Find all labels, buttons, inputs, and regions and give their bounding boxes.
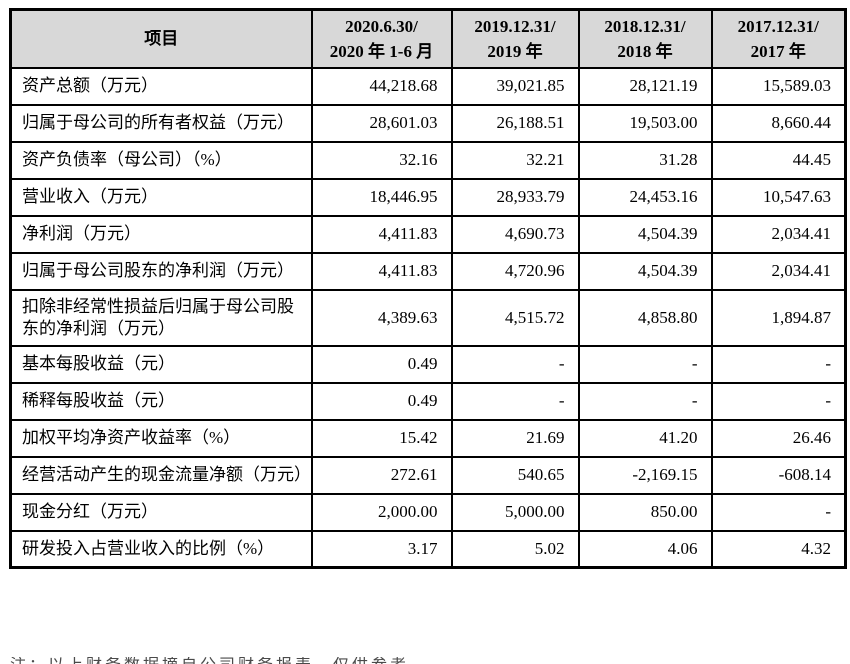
table-row: 经营活动产生的现金流量净额（万元） 272.61 540.65 -2,169.15 -6… (9, 455, 847, 495)
table-row: 归属于母公司股东的净利润（万元） 4,411.83 4,720.96 4,504.39… (9, 251, 847, 291)
value-cell: 31.28 (577, 140, 713, 180)
value-cell: 26.46 (710, 418, 847, 458)
row-label: 扣除非经常性损益后归属于母公司股东的净利润（万元） (9, 288, 313, 347)
value-cell: 21.69 (450, 418, 580, 458)
value-cell: 2,034.41 (710, 251, 847, 291)
value-cell: 32.16 (310, 140, 453, 180)
value-cell: 4.06 (577, 529, 713, 569)
value-cell: 8,660.44 (710, 103, 847, 143)
value-cell: 26,188.51 (450, 103, 580, 143)
value-cell: - (577, 344, 713, 384)
row-label: 营业收入（万元） (9, 177, 313, 217)
header-cell-period-2: 2018.12.31/ 2018 年 (577, 8, 713, 69)
header-cell-item: 项目 (9, 8, 313, 69)
value-cell: 5,000.00 (450, 492, 580, 532)
value-cell: 44.45 (710, 140, 847, 180)
row-label: 稀释每股收益（元） (9, 381, 313, 421)
value-cell: 540.65 (450, 455, 580, 495)
value-cell: -2,169.15 (577, 455, 713, 495)
value-cell: 2,034.41 (710, 214, 847, 254)
financial-summary-table: 项目 2020.6.30/ 2020 年 1-6 月 2019.12.31/ 20… (9, 8, 847, 569)
value-cell: 4.32 (710, 529, 847, 569)
table-header-row: 项目 2020.6.30/ 2020 年 1-6 月 2019.12.31/ 20… (9, 8, 847, 69)
header-cell-period-0: 2020.6.30/ 2020 年 1-6 月 (310, 8, 453, 69)
table-row: 营业收入（万元） 18,446.95 28,933.79 24,453.16 10,54… (9, 177, 847, 217)
table-row: 扣除非经常性损益后归属于母公司股东的净利润（万元） 4,389.63 4,515.7… (9, 288, 847, 347)
value-cell: 39,021.85 (450, 66, 580, 106)
value-cell: 4,411.83 (310, 214, 453, 254)
table-row: 资产总额（万元） 44,218.68 39,021.85 28,121.19 15,58… (9, 66, 847, 106)
value-cell: 4,858.80 (577, 288, 713, 347)
row-label: 归属于母公司股东的净利润（万元） (9, 251, 313, 291)
table-row: 加权平均净资产收益率（%） 15.42 21.69 41.20 26.46 (9, 418, 847, 458)
header-cell-period-1: 2019.12.31/ 2019 年 (450, 8, 580, 69)
row-label: 归属于母公司的所有者权益（万元） (9, 103, 313, 143)
row-label: 资产负债率（母公司）（%） (9, 140, 313, 180)
value-cell: 4,690.73 (450, 214, 580, 254)
value-cell: - (577, 381, 713, 421)
value-cell: 1,894.87 (710, 288, 847, 347)
value-cell: 15,589.03 (710, 66, 847, 106)
value-cell: - (710, 492, 847, 532)
clipped-footnote-text: 注：以上财务数据摘自公司财务报表，仅供参考。 (10, 657, 440, 664)
value-cell: 19,503.00 (577, 103, 713, 143)
value-cell: 4,411.83 (310, 251, 453, 291)
table-row: 归属于母公司的所有者权益（万元） 28,601.03 26,188.51 19,503… (9, 103, 847, 143)
header-cell-period-3: 2017.12.31/ 2017 年 (710, 8, 847, 69)
value-cell: 28,601.03 (310, 103, 453, 143)
table-row: 稀释每股收益（元） 0.49- - - (9, 381, 847, 421)
value-cell: 850.00 (577, 492, 713, 532)
value-cell: -608.14 (710, 455, 847, 495)
value-cell: 10,547.63 (710, 177, 847, 217)
value-cell: - (450, 381, 580, 421)
value-cell: - (450, 344, 580, 384)
value-cell: 4,504.39 (577, 251, 713, 291)
value-cell: 272.61 (310, 455, 453, 495)
row-label: 现金分红（万元） (9, 492, 313, 532)
value-cell: 41.20 (577, 418, 713, 458)
value-cell: 4,515.72 (450, 288, 580, 347)
row-label: 资产总额（万元） (9, 66, 313, 106)
row-label: 净利润（万元） (9, 214, 313, 254)
value-cell: 3.17 (310, 529, 453, 569)
value-cell: 18,446.95 (310, 177, 453, 217)
value-cell: 15.42 (310, 418, 453, 458)
value-cell: 4,504.39 (577, 214, 713, 254)
value-cell: 44,218.68 (310, 66, 453, 106)
row-label: 研发投入占营业收入的比例（%） (9, 529, 313, 569)
value-cell: 24,453.16 (577, 177, 713, 217)
table-row: 净利润（万元） 4,411.83 4,690.73 4,504.39 2,034.41 (9, 214, 847, 254)
value-cell: - (710, 381, 847, 421)
value-cell: 32.21 (450, 140, 580, 180)
value-cell: 5.02 (450, 529, 580, 569)
value-cell: 4,720.96 (450, 251, 580, 291)
value-cell: 2,000.00 (310, 492, 453, 532)
value-cell: 4,389.63 (310, 288, 453, 347)
value-cell: 0.49 (310, 344, 453, 384)
table-row: 基本每股收益（元） 0.49- - - (9, 344, 847, 384)
table-row: 研发投入占营业收入的比例（%） 3.17 5.02 4.06 4.32 (9, 529, 847, 569)
value-cell: 28,933.79 (450, 177, 580, 217)
row-label: 加权平均净资产收益率（%） (9, 418, 313, 458)
table-body: 资产总额（万元） 44,218.68 39,021.85 28,121.19 15,58… (9, 66, 847, 569)
row-label: 经营活动产生的现金流量净额（万元） (9, 455, 313, 495)
row-label: 基本每股收益（元） (9, 344, 313, 384)
table-row: 现金分红（万元） 2,000.00 5,000.00 850.00- (9, 492, 847, 532)
value-cell: 28,121.19 (577, 66, 713, 106)
table-row: 资产负债率（母公司）（%） 32.16 32.21 31.28 44.45 (9, 140, 847, 180)
value-cell: 0.49 (310, 381, 453, 421)
value-cell: - (710, 344, 847, 384)
